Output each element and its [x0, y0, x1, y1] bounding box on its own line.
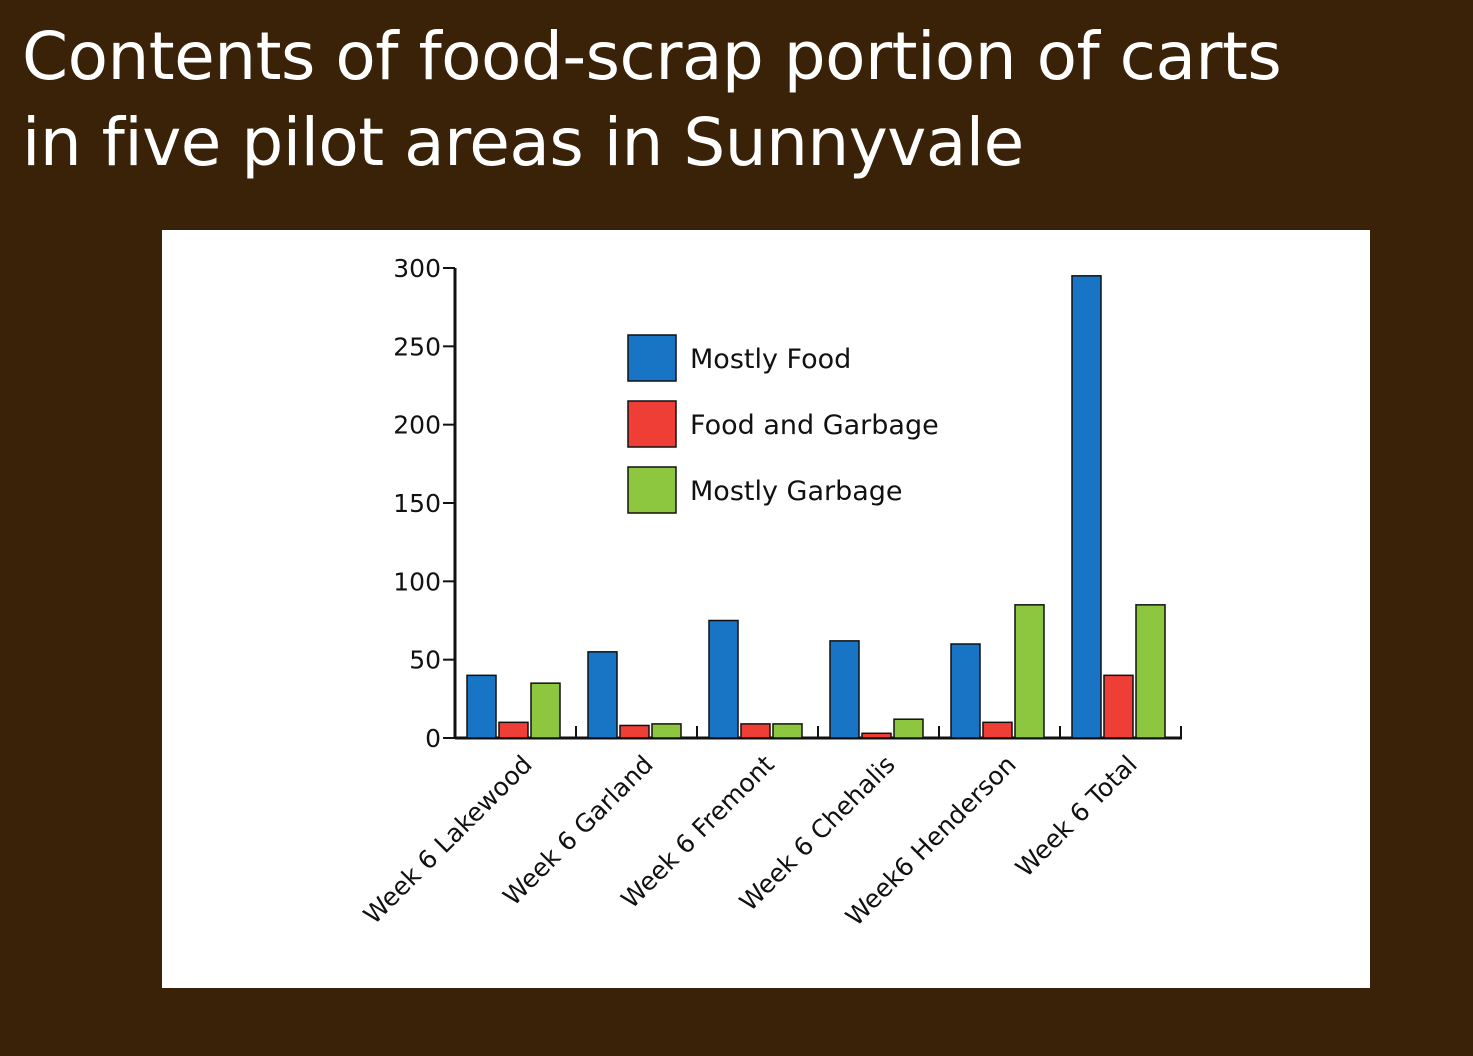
bar-mostly-garbage: [530, 682, 561, 739]
title-line-1: Contents of food-scrap portion of carts: [22, 18, 1282, 95]
bar-food-and-garbage: [982, 721, 1013, 739]
legend-swatch-mostly-garbage: [627, 466, 677, 514]
y-axis: 0 50 100 150 200 250 300: [393, 254, 457, 753]
y-tick-label: 250: [393, 332, 441, 361]
y-tick-label: 100: [393, 567, 441, 596]
bar-food-and-garbage: [1103, 674, 1134, 739]
bars: [466, 275, 1166, 739]
legend-label: Mostly Garbage: [690, 476, 903, 507]
bar-mostly-food: [466, 674, 497, 739]
bar-mostly-garbage: [651, 723, 682, 739]
y-tick-label: 0: [425, 724, 441, 753]
bar-food-and-garbage: [861, 732, 892, 739]
bar-food-and-garbage: [740, 723, 771, 739]
chart-panel: 0 50 100 150 200 250 300 Week 6 Lakewood Week 6…: [162, 230, 1370, 988]
legend-swatch-mostly-food: [627, 334, 677, 382]
y-tick-label: 300: [393, 254, 441, 283]
y-tick-label: 50: [409, 646, 441, 675]
bar-mostly-garbage: [1014, 604, 1045, 739]
bar-mostly-food: [1071, 275, 1102, 739]
bar-mostly-food: [587, 651, 618, 739]
legend: Mostly Food Food and Garbage Mostly Garbag…: [627, 334, 939, 514]
y-tick-label: 150: [393, 489, 441, 518]
y-tick-label: 200: [393, 411, 441, 440]
x-category-label: Week 6 Total: [1010, 750, 1143, 883]
title-line-2: in five pilot areas in Sunnyvale: [22, 104, 1024, 181]
bar-food-and-garbage: [498, 721, 529, 739]
legend-label: Food and Garbage: [690, 410, 939, 441]
bar-mostly-food: [950, 643, 981, 739]
bar-mostly-garbage: [772, 723, 803, 739]
x-axis: [454, 726, 1182, 740]
bar-food-and-garbage: [619, 724, 650, 739]
bar-mostly-garbage: [893, 718, 924, 739]
legend-swatch-food-and-garbage: [627, 400, 677, 448]
bar-mostly-food: [829, 640, 860, 739]
bar-mostly-garbage: [1135, 604, 1166, 739]
legend-label: Mostly Food: [690, 344, 851, 375]
bar-mostly-food: [708, 619, 739, 739]
page-title: Contents of food-scrap portion of carts …: [22, 14, 1442, 186]
